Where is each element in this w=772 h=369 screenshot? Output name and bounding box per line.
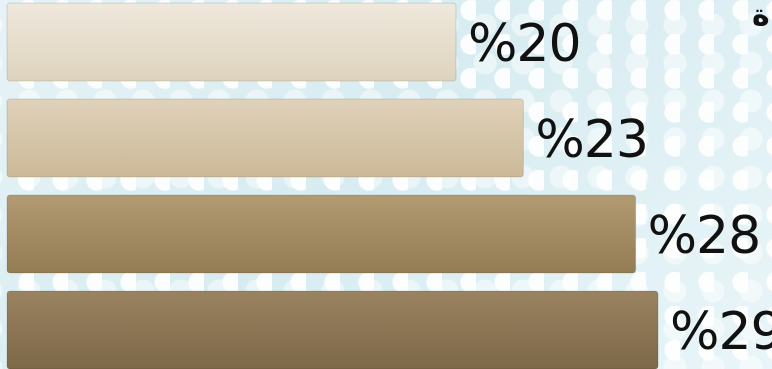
cropped-title-glyph: ة [752, 0, 770, 33]
bar-value-label-4: %29 [670, 302, 772, 362]
bar-2 [6, 98, 524, 178]
bar-value-label-2: %23 [535, 110, 648, 170]
bar-value-label-3: %28 [648, 206, 761, 266]
bar-4 [6, 290, 659, 369]
bar-value-label-1: %20 [468, 14, 581, 74]
bar-3 [6, 194, 637, 274]
bar-1 [6, 2, 457, 82]
